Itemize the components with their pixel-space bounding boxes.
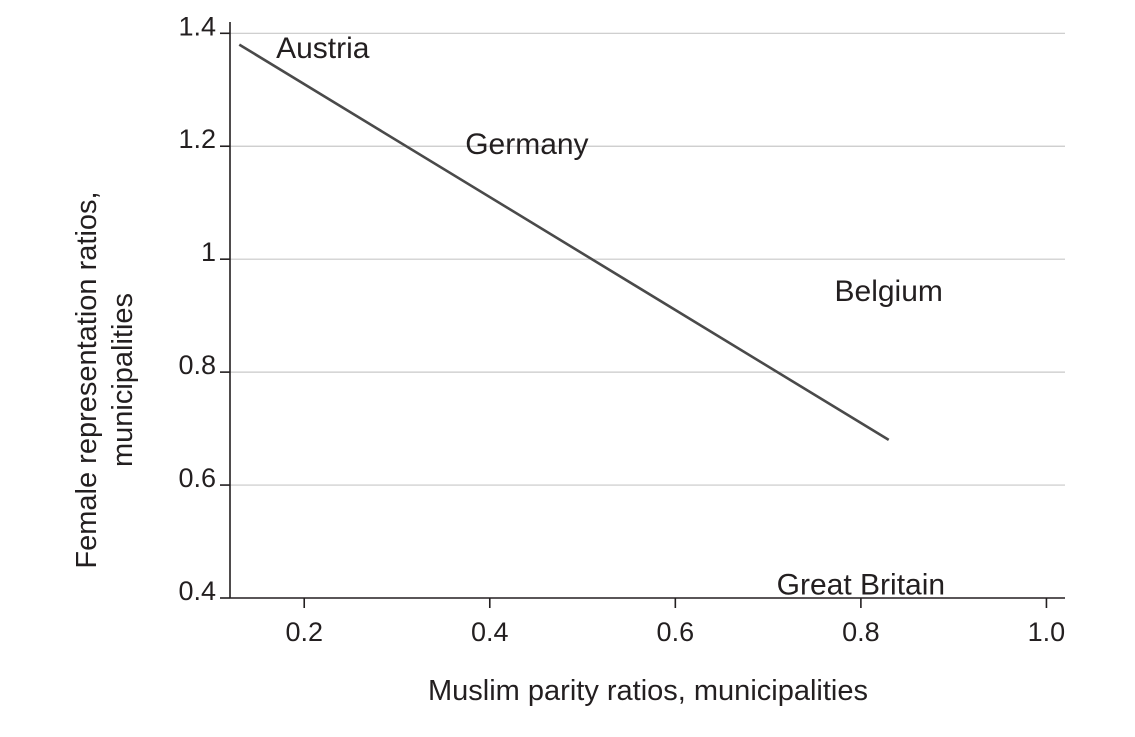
y-tick-label-1.2: 1.2 bbox=[178, 124, 216, 154]
y-tick-label-0.6: 0.6 bbox=[178, 463, 216, 493]
point-label-belgium: Belgium bbox=[835, 275, 943, 308]
y-axis-label-line-1: Female representation ratios, bbox=[71, 191, 103, 568]
point-label-austria: Austria bbox=[276, 32, 370, 65]
x-axis-label: Muslim parity ratios, municipalities bbox=[428, 675, 868, 707]
y-tick-label-0.4: 0.4 bbox=[178, 576, 216, 606]
fit-line bbox=[238, 43, 890, 441]
y-tick-label-0.8: 0.8 bbox=[178, 350, 216, 380]
point-labels: Austria Germany Belgium Great Britain bbox=[276, 32, 945, 601]
point-label-great-britain: Great Britain bbox=[777, 569, 945, 602]
fit-line-layer bbox=[238, 43, 890, 441]
x-tick-label-0.8: 0.8 bbox=[842, 617, 880, 647]
x-tick-label-0.6: 0.6 bbox=[657, 617, 695, 647]
x-tick-label-0.2: 0.2 bbox=[285, 617, 323, 647]
y-tick-label-1.4: 1.4 bbox=[178, 11, 216, 41]
x-tick-label-1.0: 1.0 bbox=[1028, 617, 1066, 647]
x-tick-label-0.4: 0.4 bbox=[471, 617, 509, 647]
y-axis-label: Female representation ratios, municipali… bbox=[71, 191, 139, 568]
axes bbox=[229, 22, 1065, 599]
point-label-germany: Germany bbox=[465, 128, 588, 161]
ticks: 0.4 0.6 0.8 1 1.2 1.4 0.2 0.4 0.6 0.8 1.0 bbox=[178, 11, 1065, 647]
gridlines bbox=[230, 32, 1065, 486]
y-axis-label-line-2: municipalities bbox=[107, 293, 139, 467]
y-tick-label-1: 1 bbox=[201, 237, 216, 267]
